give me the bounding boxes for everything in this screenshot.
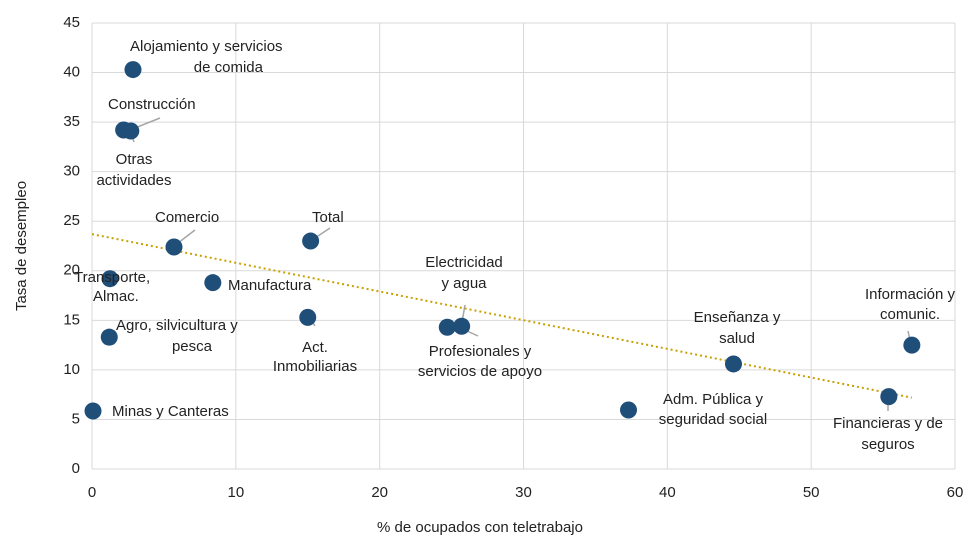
y-axis-title: Tasa de desempleo: [13, 181, 30, 311]
point-label: Inmobiliarias: [273, 358, 357, 375]
point-label: servicios de apoyo: [418, 363, 542, 380]
x-tick-label: 60: [947, 484, 964, 501]
point-label: y agua: [441, 275, 487, 292]
x-tick-label: 0: [88, 484, 96, 501]
point: [619, 401, 637, 419]
point: [101, 270, 119, 288]
point-label: Financieras y de: [833, 415, 943, 432]
point-label: Adm. Pública y: [663, 391, 764, 408]
y-tick-label: 15: [63, 311, 80, 328]
point: [100, 328, 118, 346]
point-label: Profesionales y: [429, 343, 532, 360]
x-tick-label: 40: [659, 484, 676, 501]
leader-line: [177, 229, 196, 244]
point-label: Otras: [116, 151, 153, 168]
y-tick-label: 40: [63, 64, 80, 81]
point: [84, 402, 102, 420]
x-tick-label: 50: [803, 484, 820, 501]
point-label: Construcción: [108, 96, 196, 113]
y-tick-label: 30: [63, 163, 80, 180]
y-tick-label: 25: [63, 212, 80, 229]
point-label: Minas y Canteras: [112, 403, 229, 420]
point-label: salud: [719, 330, 755, 347]
point-label: Manufactura: [228, 277, 312, 294]
point: [165, 238, 183, 256]
point-label: de comida: [194, 59, 264, 76]
point-label: Act.: [302, 339, 328, 356]
y-tick-label: 0: [72, 460, 80, 477]
point-label: Alojamiento y servicios: [130, 38, 283, 55]
y-tick-label: 35: [63, 113, 80, 130]
y-tick-label: 20: [63, 262, 80, 279]
x-tick-label: 30: [515, 484, 532, 501]
point-label: seguridad social: [659, 411, 767, 428]
leader-line: [134, 117, 161, 129]
point-label: Agro, silvicultura y: [116, 317, 238, 334]
point: [438, 318, 456, 336]
x-axis-title: % de ocupados con teletrabajo: [377, 519, 583, 536]
point: [453, 317, 471, 335]
point: [122, 122, 140, 140]
point-label: pesca: [172, 338, 213, 355]
point: [724, 355, 742, 373]
x-tick-label: 20: [371, 484, 388, 501]
grid: [91, 22, 956, 470]
trendline: [91, 233, 913, 399]
point-label: Enseñanza y: [694, 309, 781, 326]
y-tick-label: 5: [72, 410, 80, 427]
point: [204, 274, 222, 292]
point: [299, 308, 317, 326]
x-tick-label: 10: [227, 484, 244, 501]
point-label: Comercio: [155, 209, 219, 226]
point: [903, 336, 921, 354]
point: [124, 61, 142, 79]
point-label: actividades: [96, 172, 171, 189]
point-label: Total: [312, 209, 344, 226]
point-label: seguros: [861, 436, 914, 453]
point: [302, 232, 320, 250]
y-tick-label: 10: [63, 361, 80, 378]
point-label: Almac.: [93, 288, 139, 305]
y-tick-label: 45: [63, 14, 80, 31]
point-label: Información y: [865, 286, 956, 303]
point-label: comunic.: [880, 306, 940, 323]
point-label: Transporte,: [74, 269, 150, 286]
point: [880, 388, 898, 406]
point-label: Electricidad: [425, 254, 503, 271]
